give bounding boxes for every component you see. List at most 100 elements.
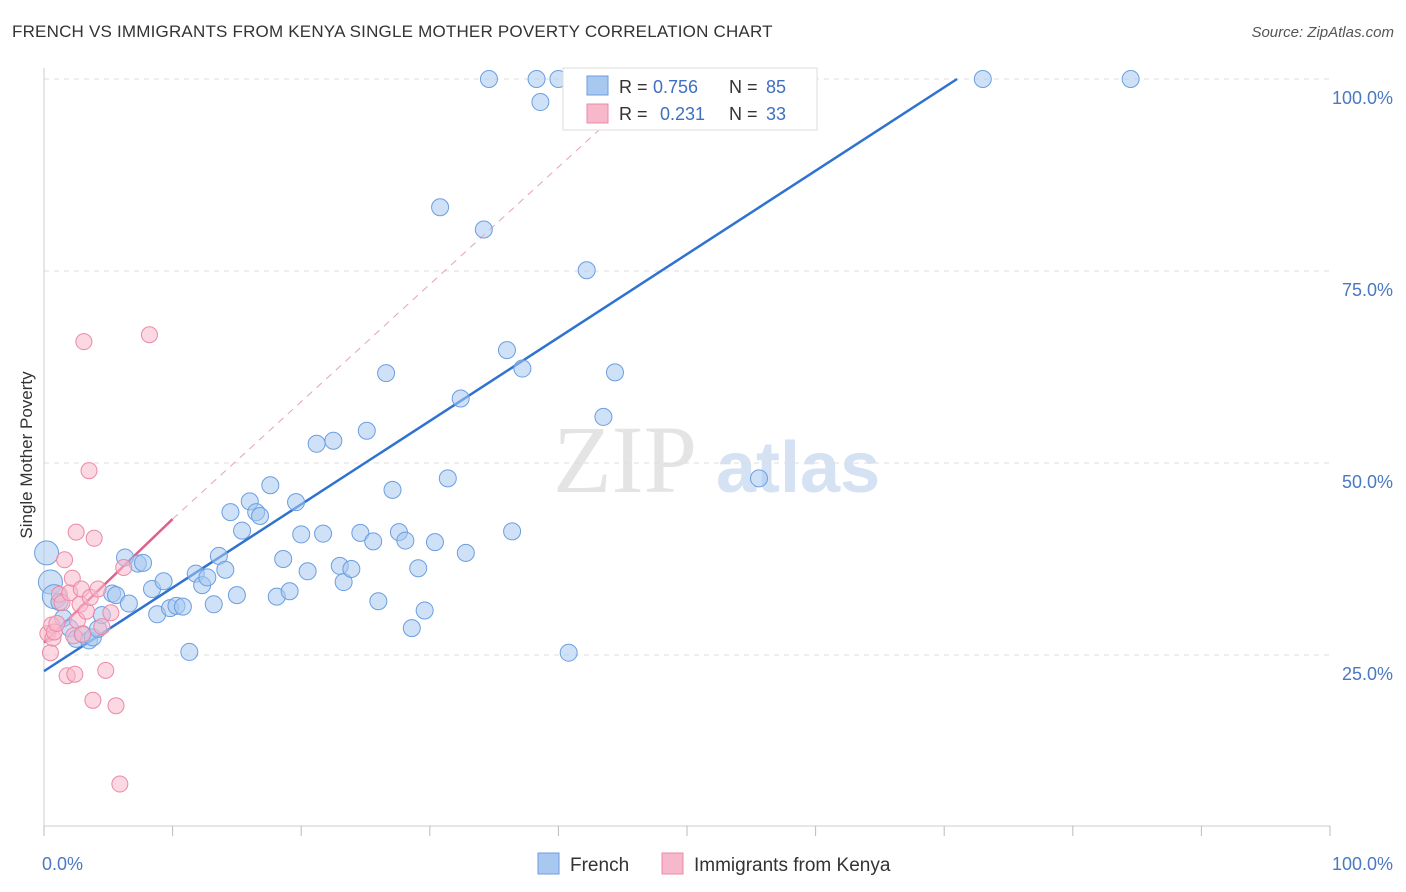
bottom-legend-swatch-kenya bbox=[661, 852, 684, 875]
point-french-13 bbox=[107, 586, 126, 605]
stats-legend: R = 0.756 N = 85 R = 0.231 N = 33 bbox=[562, 67, 818, 131]
point-french-15 bbox=[119, 594, 138, 613]
point-french-24 bbox=[180, 642, 199, 661]
source-label: Source: ZipAtlas.com bbox=[1251, 24, 1394, 41]
bottom-legend-swatch-french bbox=[537, 852, 560, 875]
series-legend: French Immigrants from Kenya bbox=[537, 852, 891, 876]
point-french-36 bbox=[251, 506, 270, 525]
legend-swatch-french bbox=[586, 75, 609, 96]
point-kenya-26 bbox=[93, 618, 111, 636]
point-kenya-27 bbox=[97, 661, 115, 679]
point-french-31 bbox=[221, 503, 240, 522]
bottom-legend-label-kenya: Immigrants from Kenya bbox=[694, 855, 891, 876]
point-french-20 bbox=[154, 572, 173, 591]
watermark-zip: ZIP bbox=[553, 406, 697, 513]
legend-r-value-kenya: 0.231 bbox=[660, 104, 705, 124]
point-french-39 bbox=[274, 550, 293, 568]
point-french-71 bbox=[527, 70, 546, 88]
point-french-57 bbox=[396, 531, 415, 550]
point-kenya-24 bbox=[85, 529, 103, 547]
point-french-68 bbox=[503, 522, 522, 541]
point-french-27 bbox=[198, 568, 217, 587]
watermark-atlas: atlas bbox=[716, 428, 880, 508]
point-french-77 bbox=[605, 363, 624, 382]
point-french-60 bbox=[415, 601, 434, 620]
trend-french bbox=[43, 77, 958, 673]
point-french-76 bbox=[594, 407, 613, 426]
point-french-49 bbox=[342, 559, 361, 578]
legend-r-value-french: 0.756 bbox=[653, 77, 698, 97]
point-french-54 bbox=[377, 364, 396, 383]
point-french-59 bbox=[409, 559, 428, 578]
point-kenya-8 bbox=[56, 551, 74, 569]
point-kenya-29 bbox=[107, 697, 125, 715]
point-french-28 bbox=[204, 595, 223, 614]
point-french-52 bbox=[364, 532, 383, 551]
point-french-43 bbox=[298, 562, 317, 581]
point-kenya-14 bbox=[67, 523, 85, 541]
point-french-72 bbox=[531, 93, 550, 112]
point-french-23 bbox=[173, 597, 192, 616]
point-french-65 bbox=[456, 543, 475, 562]
point-french-32 bbox=[227, 586, 246, 605]
legend-n-value-french: 85 bbox=[766, 77, 786, 97]
point-french-30 bbox=[216, 560, 235, 579]
point-french-33 bbox=[233, 521, 252, 540]
point-french-37 bbox=[261, 476, 280, 495]
point-french-51 bbox=[357, 421, 376, 440]
point-french-53 bbox=[369, 592, 388, 611]
legend-n-label-kenya: N = bbox=[729, 104, 758, 124]
point-french-50 bbox=[351, 523, 370, 542]
point-french-40 bbox=[280, 582, 299, 601]
point-french-82 bbox=[1121, 70, 1140, 88]
series-french-points bbox=[34, 70, 1140, 662]
point-french-61 bbox=[425, 533, 444, 552]
point-french-17 bbox=[134, 553, 153, 572]
point-kenya-1 bbox=[41, 644, 59, 662]
point-kenya-30 bbox=[111, 775, 129, 793]
point-french-46 bbox=[324, 431, 343, 450]
point-kenya-25 bbox=[89, 580, 107, 598]
point-french-62 bbox=[431, 198, 450, 217]
point-french-66 bbox=[474, 220, 493, 239]
y-tick-label-75: 75.0% bbox=[1342, 280, 1393, 300]
x-tick-label-min: 0.0% bbox=[42, 854, 83, 874]
y-tick-label-100: 100.0% bbox=[1332, 88, 1393, 108]
bottom-legend-label-french: French bbox=[570, 855, 629, 876]
y-tick-labels: 25.0% 50.0% 75.0% 100.0% bbox=[1332, 88, 1393, 684]
trend-lines bbox=[43, 77, 958, 673]
y-tick-label-50: 50.0% bbox=[1342, 472, 1393, 492]
legend-r-label-french: R = bbox=[619, 77, 648, 97]
point-french-63 bbox=[438, 469, 457, 488]
point-kenya-13 bbox=[66, 665, 84, 683]
point-french-42 bbox=[292, 525, 311, 544]
point-kenya-19 bbox=[75, 333, 93, 351]
point-kenya-31 bbox=[115, 558, 133, 576]
point-french-58 bbox=[402, 619, 421, 638]
point-french-69 bbox=[497, 341, 516, 360]
point-french-81 bbox=[973, 70, 992, 88]
legend-r-label-kenya: R = bbox=[619, 104, 648, 124]
legend-n-label-french: N = bbox=[729, 77, 758, 97]
legend-n-value-kenya: 33 bbox=[766, 104, 786, 124]
point-french-67 bbox=[479, 70, 498, 88]
series-kenya-points bbox=[39, 326, 158, 793]
point-french-80 bbox=[750, 469, 769, 488]
point-kenya-5 bbox=[48, 615, 66, 633]
y-tick-label-25: 25.0% bbox=[1342, 664, 1393, 684]
y-axis-label: Single Mother Poverty bbox=[17, 371, 36, 539]
point-kenya-28 bbox=[102, 604, 120, 622]
legend-swatch-kenya bbox=[586, 103, 609, 124]
point-french-74 bbox=[559, 643, 578, 662]
x-tick-label-max: 100.0% bbox=[1332, 854, 1393, 874]
point-french-41 bbox=[287, 493, 306, 512]
point-french-75 bbox=[577, 261, 596, 280]
point-french-45 bbox=[314, 524, 333, 543]
point-french-64 bbox=[451, 389, 470, 408]
point-kenya-23 bbox=[84, 691, 102, 709]
point-french-0 bbox=[34, 540, 60, 566]
point-kenya-21 bbox=[80, 462, 98, 480]
point-french-55 bbox=[383, 480, 402, 499]
grid-lines bbox=[44, 78, 1330, 656]
